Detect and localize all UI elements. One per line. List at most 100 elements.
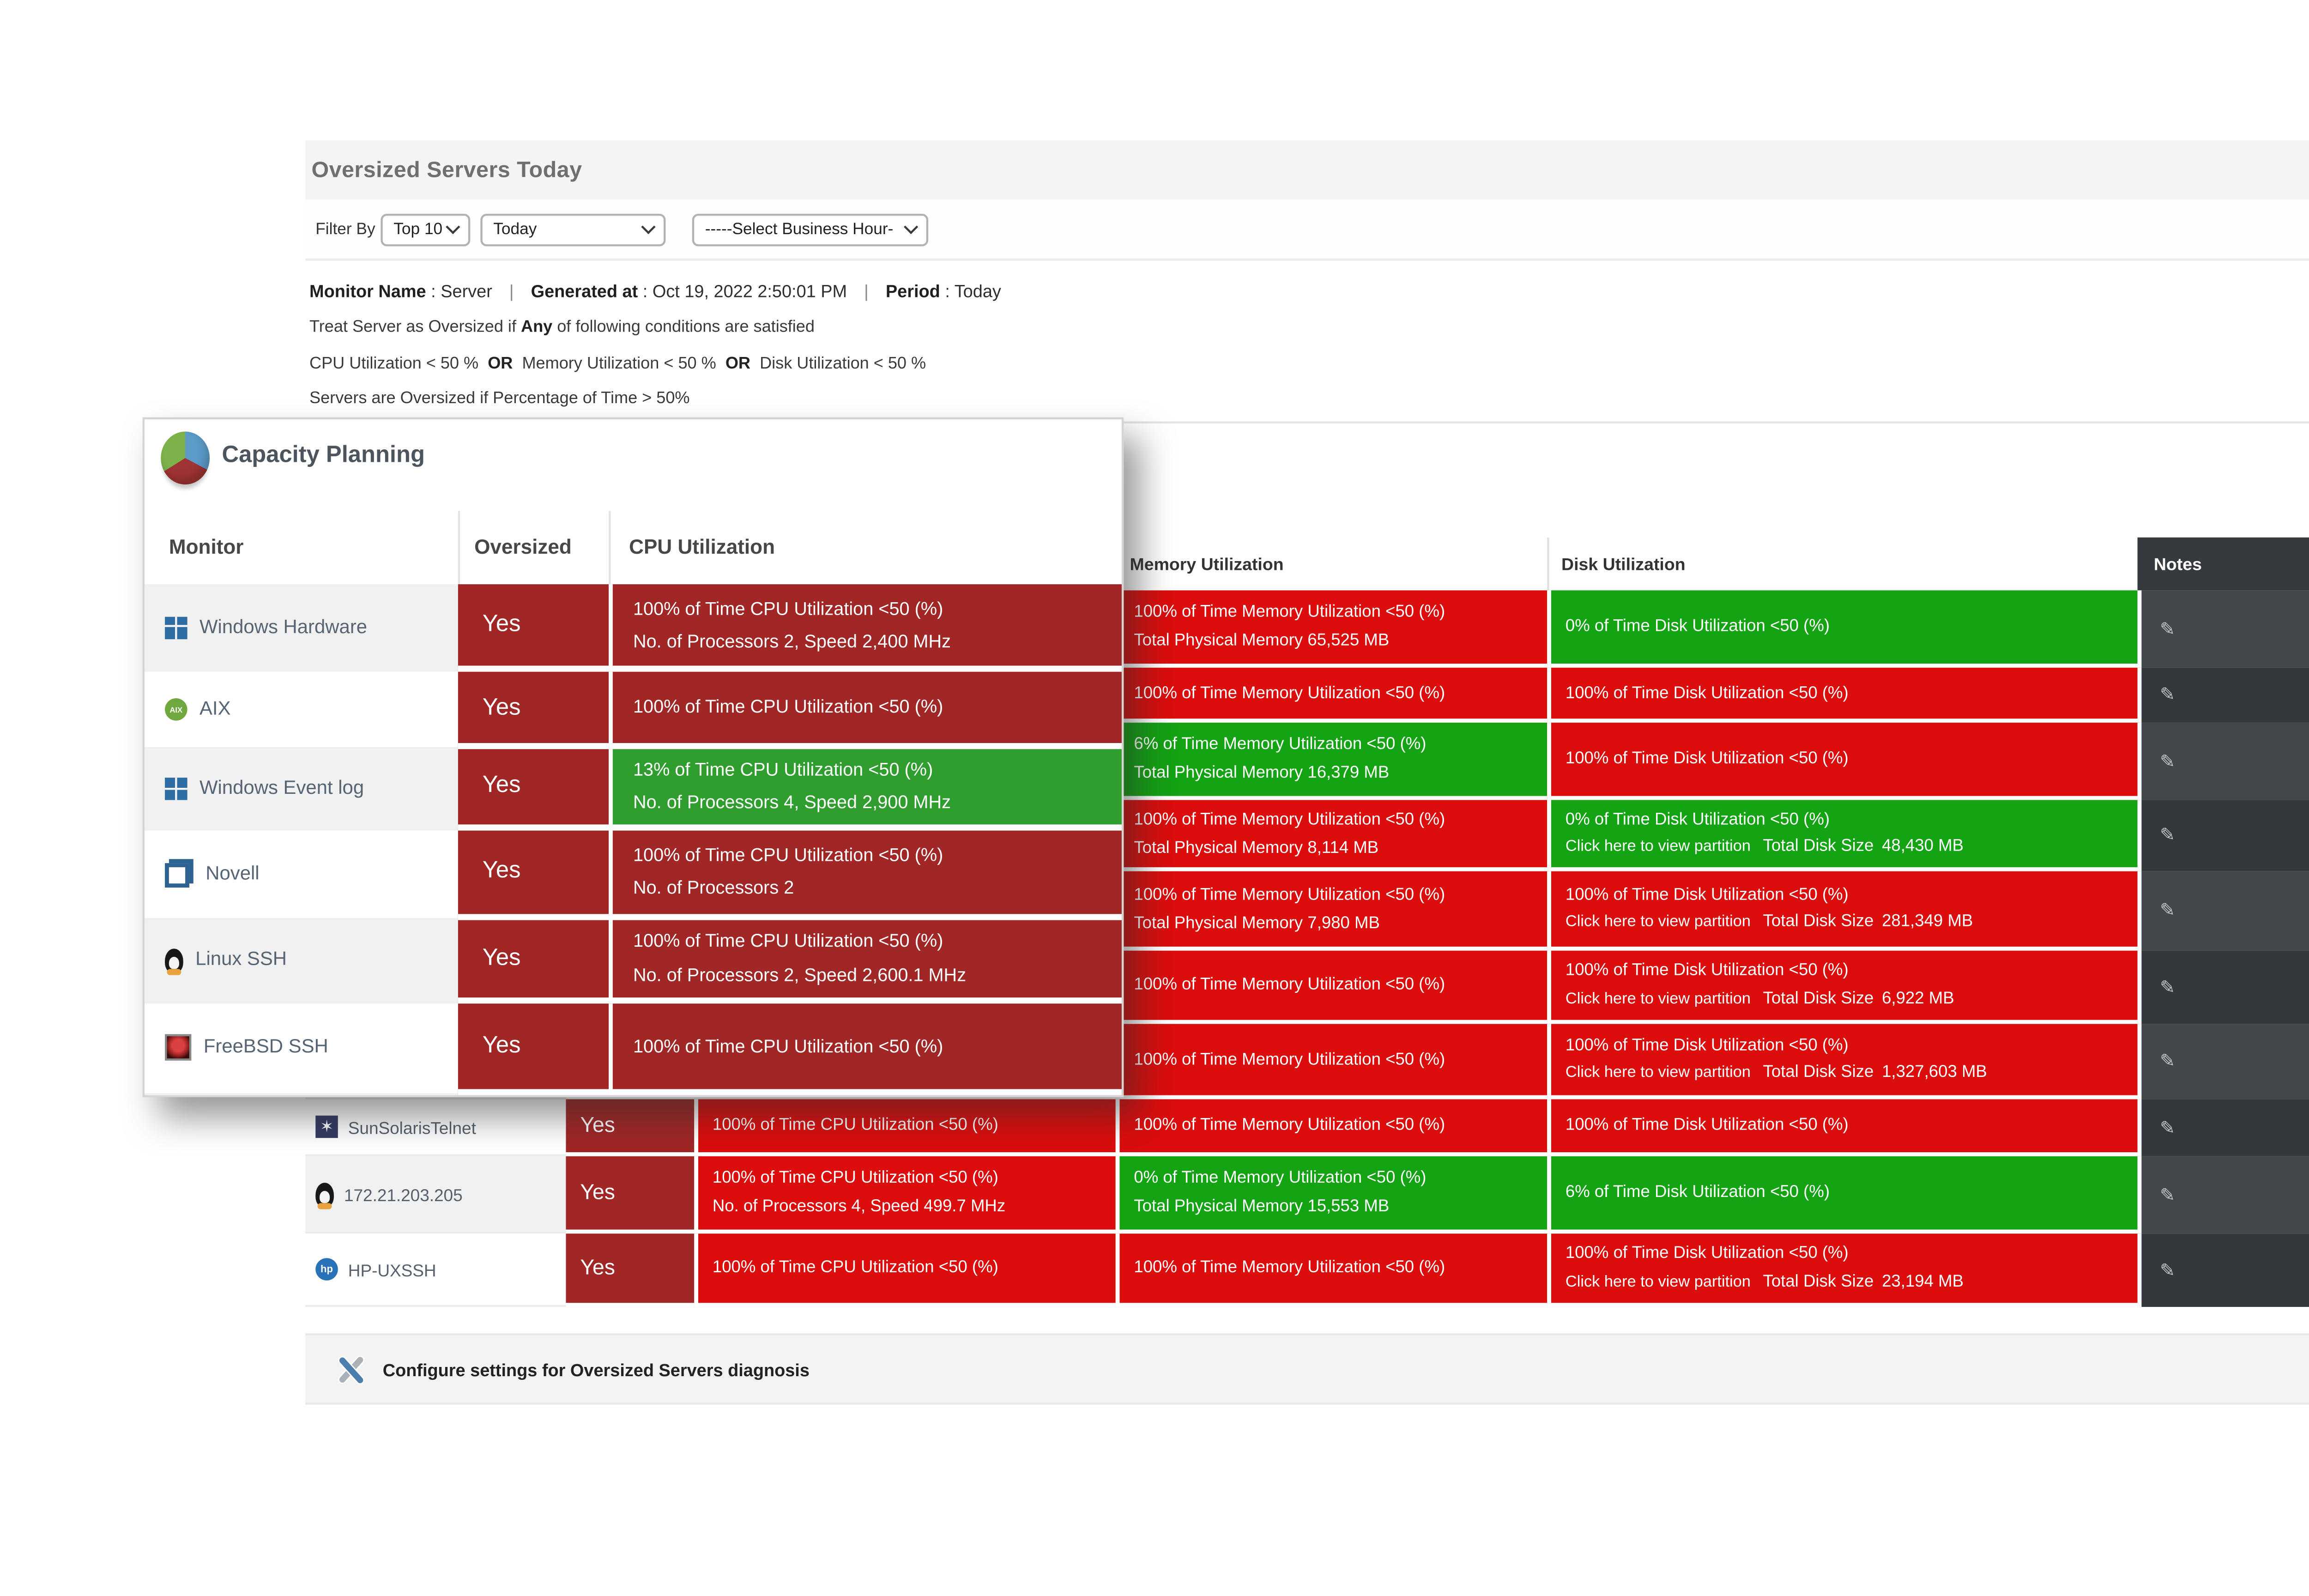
disk-cell: 100% of Time Disk Utilization <50 (%): [1547, 722, 2138, 800]
condition-line-1: Treat Server as Oversized if Any of foll…: [309, 317, 815, 336]
overlay-row: Windows Hardware Yes 100% of Time CPU Ut…: [144, 584, 1122, 672]
monitor-cell[interactable]: Novell: [144, 830, 458, 920]
period-select[interactable]: Today: [481, 212, 666, 246]
filter-bar: Filter By Top 10 Today -----Select Busin…: [305, 199, 2309, 261]
disk-cell: 100% of Time Disk Utilization <50 (%): [1547, 1099, 2138, 1156]
memory-cell: 100% of Time Memory Utilization <50 (%): [1115, 667, 1547, 723]
pencil-icon[interactable]: ✎: [2160, 1116, 2176, 1137]
report-title-bar: Oversized Servers Today: [305, 140, 2309, 202]
memory-cell: 100% of Time Memory Utilization <50 (%): [1115, 1099, 1547, 1156]
cpu-cell: 100% of Time CPU Utilization <50 (%): [694, 1099, 1116, 1156]
linux-icon: [315, 1181, 334, 1209]
windows-icon: [165, 616, 187, 638]
capacity-planning-card: Capacity Planning Monitor Oversized CPU …: [142, 417, 1124, 1097]
capacity-planning-header: Capacity Planning: [145, 419, 1122, 505]
monitor-cell[interactable]: 172.21.203.205: [305, 1156, 566, 1234]
pencil-icon[interactable]: ✎: [2160, 750, 2176, 771]
memory-cell: 6% of Time Memory Utilization <50 (%) To…: [1115, 722, 1547, 800]
disk-cell: 0% of Time Disk Utilization <50 (%) Clic…: [1547, 800, 2138, 871]
view-partition-link[interactable]: Click here to view partition: [1565, 913, 1751, 931]
windows-icon: [165, 777, 187, 800]
disk-cell: 100% of Time Disk Utilization <50 (%) Cl…: [1547, 950, 2138, 1024]
section-divider: [305, 421, 2309, 423]
disk-cell: 100% of Time Disk Utilization <50 (%) Cl…: [1547, 871, 2138, 951]
pencil-icon[interactable]: ✎: [2160, 824, 2176, 845]
period-value: Today: [493, 220, 537, 238]
cpu-column-header: CPU Utilization: [609, 511, 1122, 585]
monitor-cell[interactable]: hp HP-UXSSH: [305, 1233, 566, 1307]
oversized-cell: Yes: [458, 1003, 609, 1095]
oversized-cell: Yes: [566, 1233, 695, 1307]
pencil-icon[interactable]: ✎: [2160, 976, 2176, 997]
notes-cell[interactable]: ✎: [2137, 1233, 2309, 1307]
memory-cell: 100% of Time Memory Utilization <50 (%): [1115, 1233, 1547, 1307]
memory-cell: 100% of Time Memory Utilization <50 (%): [1115, 1024, 1547, 1100]
solaris-icon: ✶: [315, 1115, 338, 1138]
pencil-icon[interactable]: ✎: [2160, 1184, 2176, 1204]
monitor-cell[interactable]: ✶ SunSolarisTelnet: [305, 1099, 566, 1156]
separator: |: [864, 281, 869, 302]
linux-icon: [165, 948, 183, 975]
monitor-label: 172.21.203.205: [344, 1184, 463, 1204]
monitor-cell[interactable]: Windows Hardware: [144, 584, 458, 672]
separator: |: [509, 281, 514, 302]
disk-cell: 6% of Time Disk Utilization <50 (%): [1547, 1156, 2138, 1234]
pencil-icon[interactable]: ✎: [2160, 1050, 2176, 1071]
chevron-down-icon: [904, 219, 919, 235]
notes-cell[interactable]: ✎: [2137, 590, 2309, 668]
oversized-cell: Yes: [458, 749, 609, 830]
view-partition-link[interactable]: Click here to view partition: [1565, 989, 1751, 1008]
cpu-cell: 100% of Time CPU Utilization <50 (%) No.…: [609, 584, 1122, 672]
overlay-row: Windows Event log Yes 13% of Time CPU Ut…: [144, 749, 1122, 830]
notes-column-header: Notes: [2137, 537, 2309, 591]
overlay-row: AIX AIX Yes 100% of Time CPU Utilization…: [144, 671, 1122, 750]
notes-cell[interactable]: ✎: [2137, 950, 2309, 1024]
pencil-icon[interactable]: ✎: [2160, 617, 2176, 638]
configure-settings-bar[interactable]: Configure settings for Oversized Servers…: [305, 1333, 2309, 1405]
report-meta: Monitor Name : Server | Generated at : O…: [309, 281, 1001, 302]
overlay-row: FreeBSD SSH Yes 100% of Time CPU Utiliza…: [144, 1003, 1122, 1095]
disk-column-header: Disk Utilization: [1547, 537, 2138, 591]
monitor-column-header: Monitor: [169, 536, 244, 559]
page-title: Oversized Servers Today: [311, 157, 582, 182]
monitor-cell[interactable]: Linux SSH: [144, 919, 458, 1003]
monitor-label: Windows Hardware: [199, 616, 368, 638]
view-partition-link[interactable]: Click here to view partition: [1565, 1063, 1751, 1082]
overlay-header-row: Monitor Oversized CPU Utilization: [145, 511, 1122, 585]
pencil-icon[interactable]: ✎: [2160, 684, 2176, 705]
notes-cell[interactable]: ✎: [2137, 871, 2309, 951]
monitor-cell[interactable]: AIX AIX: [144, 671, 458, 750]
monitor-label: Linux SSH: [195, 949, 287, 972]
view-partition-link[interactable]: Click here to view partition: [1565, 1272, 1751, 1290]
notes-cell[interactable]: ✎: [2137, 667, 2309, 723]
oversized-cell: Yes: [458, 830, 609, 920]
cpu-cell: 13% of Time CPU Utilization <50 (%) No. …: [609, 749, 1122, 830]
view-partition-link[interactable]: Click here to view partition: [1565, 837, 1751, 856]
memory-column-header: Memory Utilization: [1115, 537, 1547, 591]
notes-cell[interactable]: ✎: [2137, 1156, 2309, 1234]
monitor-label: HP-UXSSH: [348, 1259, 436, 1280]
condition-line-2: CPU Utilization < 50 % OR Memory Utiliza…: [309, 353, 926, 372]
oversized-column-header: Oversized: [458, 511, 609, 585]
business-hour-select[interactable]: -----Select Business Hour-: [693, 212, 929, 246]
pencil-icon[interactable]: ✎: [2160, 900, 2176, 920]
notes-cell[interactable]: ✎: [2137, 1099, 2309, 1156]
monitor-name-label: Monitor Name: [309, 281, 426, 302]
pencil-icon[interactable]: ✎: [2160, 1259, 2176, 1280]
overlay-row: Linux SSH Yes 100% of Time CPU Utilizati…: [144, 919, 1122, 1003]
notes-cell[interactable]: ✎: [2137, 722, 2309, 800]
monitor-cell[interactable]: Windows Event log: [144, 749, 458, 830]
chevron-down-icon: [641, 219, 657, 235]
monitor-cell[interactable]: FreeBSD SSH: [144, 1003, 458, 1095]
top-n-select[interactable]: Top 10: [381, 212, 471, 246]
capacity-planning-title: Capacity Planning: [222, 443, 425, 468]
oversized-cell: Yes: [458, 919, 609, 1003]
notes-cell[interactable]: ✎: [2137, 1024, 2309, 1100]
period-label: Period: [885, 281, 940, 302]
oversized-cell: Yes: [566, 1156, 695, 1234]
freebsd-icon: [165, 1034, 192, 1061]
monitor-label: Novell: [206, 862, 260, 885]
tools-icon: [332, 1352, 369, 1386]
notes-cell[interactable]: ✎: [2137, 800, 2309, 871]
